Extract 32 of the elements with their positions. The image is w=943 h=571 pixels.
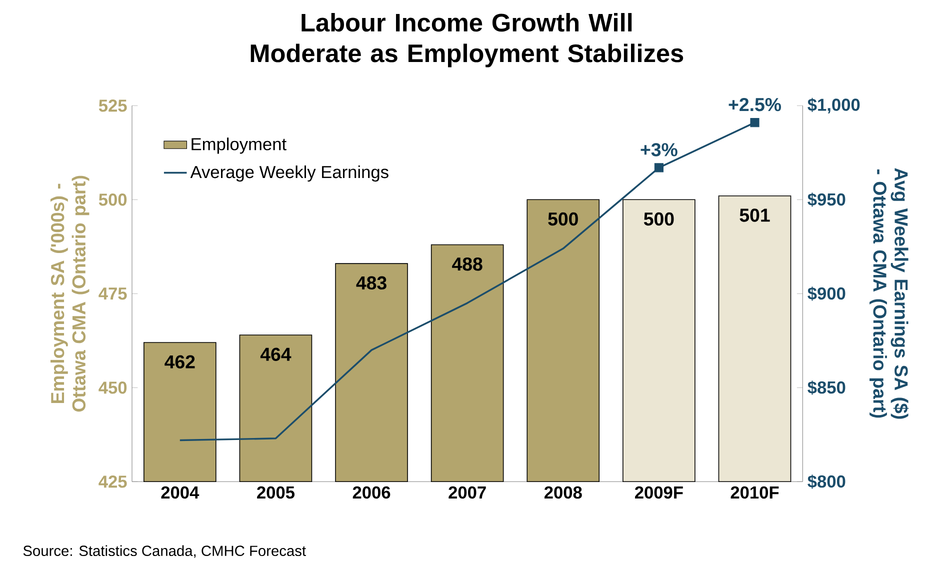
annotation: +3% xyxy=(640,143,678,156)
data-label: 483 xyxy=(356,276,386,290)
legend-label: Employment xyxy=(192,138,286,154)
x-tick-label: 2005 xyxy=(257,486,295,499)
data-label: 500 xyxy=(644,212,674,226)
y2-tick-label: $800 xyxy=(808,474,846,489)
y-tick-label: 500 xyxy=(98,194,127,206)
y2-tick-label: $900 xyxy=(808,286,846,301)
y-tick-label: 475 xyxy=(98,288,127,300)
legend-label: Average Weekly Earnings xyxy=(190,165,388,182)
data-label: 464 xyxy=(260,348,292,361)
x-tick-label: 2009F xyxy=(634,486,683,499)
annotation: +2.5% xyxy=(728,98,781,112)
x-tick-label: 2008 xyxy=(544,486,582,499)
data-label: 500 xyxy=(548,212,578,226)
y-tick-label: 525 xyxy=(98,100,127,112)
x-tick-label: 2004 xyxy=(161,486,200,499)
y2-tick-label: $950 xyxy=(808,192,846,207)
source-note: Source: Statistics Canada, CMHC Forecast xyxy=(23,545,306,558)
x-tick-label: 2007 xyxy=(448,486,486,499)
x-tick-label: 2006 xyxy=(352,486,390,499)
y-axis-title: Employment SA ('000s) - Ottawa CMA (Ontario part) xyxy=(50,176,90,412)
data-label: 501 xyxy=(740,208,770,222)
y-tick-label: 425 xyxy=(98,476,127,488)
chart-title: Labour Income Growth Will Moderate as Employment Stabilizes xyxy=(250,13,684,68)
data-label: 462 xyxy=(164,355,195,368)
data-label: 488 xyxy=(452,257,482,271)
x-tick-label: 2010F xyxy=(730,486,779,499)
y2-tick-label: $1,000 xyxy=(808,98,860,114)
y-tick-label: 450 xyxy=(98,382,127,394)
y2-tick-label: $850 xyxy=(808,380,846,395)
y2-axis-title: Avg Weekly Earnings SA ($) - Ottawa CMA (Ontario part) xyxy=(870,168,909,419)
